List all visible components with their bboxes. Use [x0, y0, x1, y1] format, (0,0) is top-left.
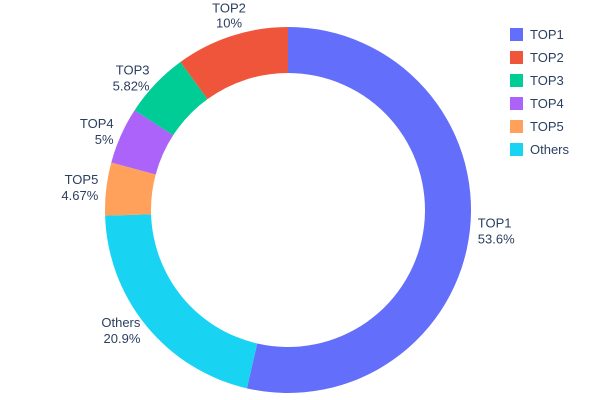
legend-label: TOP4: [530, 96, 564, 111]
slice-label: 53.6%: [478, 232, 515, 247]
legend-item-top3[interactable]: TOP3: [510, 73, 569, 88]
legend-swatch: [510, 74, 523, 87]
slice-label: TOP2: [212, 0, 246, 15]
legend-label: TOP2: [530, 50, 564, 65]
slice-label: 4.67%: [61, 188, 98, 203]
slice-label: Others: [101, 315, 141, 330]
pie-slice-top3[interactable]: [134, 61, 208, 136]
legend-label: Others: [530, 142, 570, 157]
legend-item-top4[interactable]: TOP4: [510, 96, 569, 111]
pie-slice-top5[interactable]: [105, 162, 156, 216]
slice-label: TOP5: [65, 172, 99, 187]
legend-swatch: [510, 97, 523, 110]
legend: TOP1 TOP2 TOP3 TOP4 TOP5 Others: [510, 27, 569, 157]
pie-slice-top1[interactable]: [246, 26, 472, 394]
legend-swatch: [510, 143, 523, 156]
legend-label: TOP3: [530, 73, 564, 88]
pie-slice-top2[interactable]: [180, 27, 288, 100]
legend-label: TOP5: [530, 119, 564, 134]
slice-label: 5%: [95, 132, 114, 147]
slice-label: TOP1: [478, 216, 512, 231]
legend-swatch: [510, 120, 523, 133]
legend-item-others[interactable]: Others: [510, 142, 569, 157]
legend-swatch: [510, 28, 523, 41]
slice-label: 10%: [216, 15, 242, 30]
legend-label: TOP1: [530, 27, 564, 42]
legend-item-top2[interactable]: TOP2: [510, 50, 569, 65]
pie-slice-others[interactable]: [105, 214, 258, 389]
slice-label: 20.9%: [104, 331, 141, 346]
slice-label: 5.82%: [113, 79, 150, 94]
slice-label: TOP4: [80, 116, 114, 131]
pie-slice-top4[interactable]: [111, 110, 174, 175]
legend-swatch: [510, 51, 523, 64]
slice-label: TOP3: [116, 63, 150, 78]
legend-item-top1[interactable]: TOP1: [510, 27, 569, 42]
legend-item-top5[interactable]: TOP5: [510, 119, 569, 134]
